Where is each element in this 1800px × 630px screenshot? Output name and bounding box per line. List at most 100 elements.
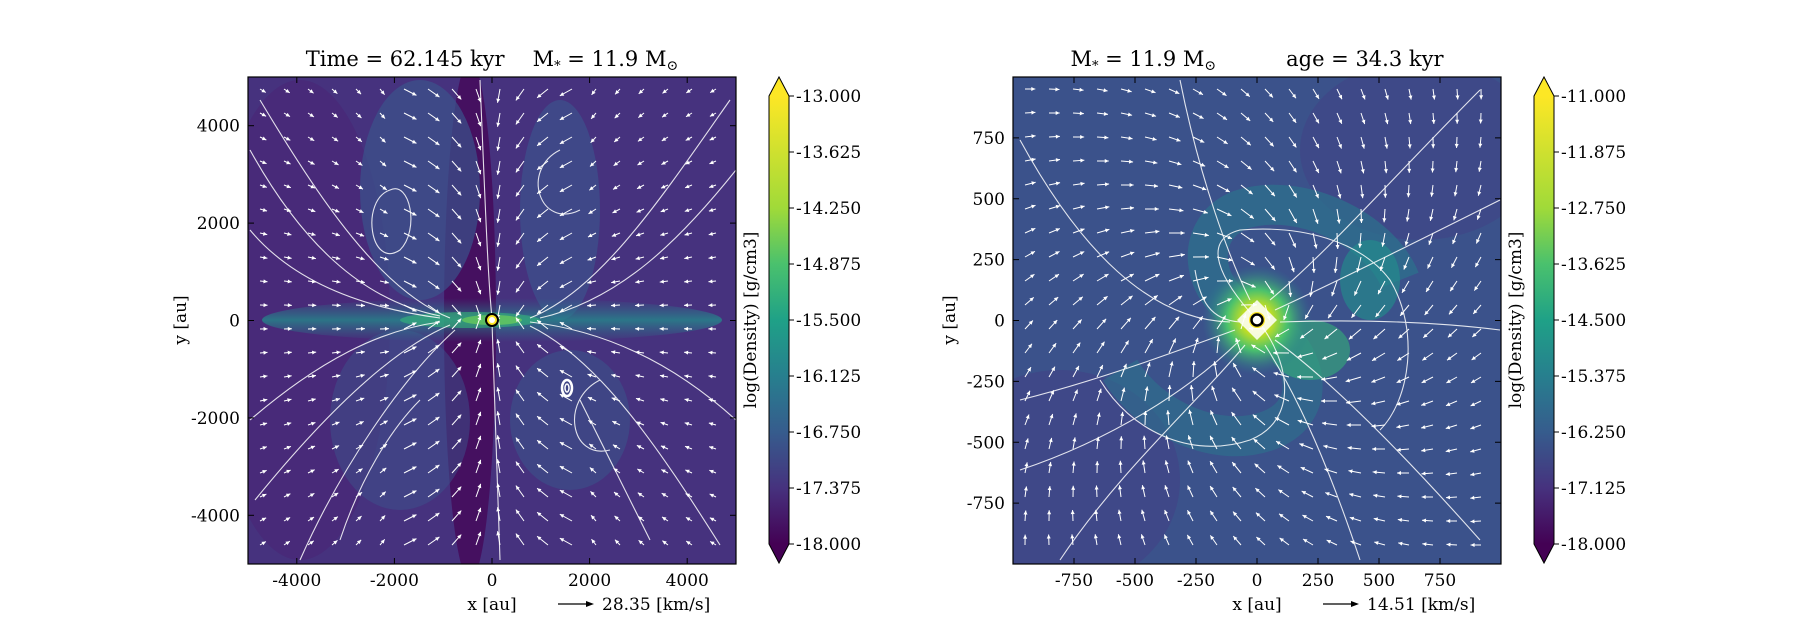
velocity-arrowhead [287,350,292,355]
velocity-arrowhead [1055,251,1060,256]
panel-right-colorbar-ticks: -11.000 -11.875 -12.750 -13.625 -14.500 -15.3… [1554,87,1626,555]
velocity-arrowhead [380,114,386,119]
velocity-arrowhead [360,303,365,308]
velocity-arrowhead [1275,333,1280,338]
velocity-arrowhead [1407,144,1412,149]
velocity-arrowhead [262,231,268,236]
velocity-arrowhead [1204,232,1209,237]
velocity-arrowhead [1451,263,1456,268]
velocity-arrowhead [310,469,315,474]
velocity-arrowhead [686,89,691,93]
velocity-arrowhead [357,516,362,521]
velocity-arrowhead [1155,252,1160,256]
velocity-arrowhead [1247,165,1252,170]
panel-left-streamlines [249,79,736,561]
velocity-arrowhead [382,444,388,449]
velocity-arrowhead [1187,510,1192,515]
velocity-arrowhead [380,539,385,544]
velocity-arrowhead [477,339,482,345]
velocity-arrowhead [637,492,643,497]
velocity-arrowhead [559,442,565,446]
velocity-arrowhead [661,493,667,497]
velocity-arrowhead [1477,191,1482,196]
velocity-arrowhead [515,263,520,269]
velocity-arrowhead [1445,425,1451,430]
velocity-arrowhead [261,493,267,498]
velocity-arrowhead [1104,182,1110,187]
velocity-arrowhead [1128,136,1133,141]
velocity-arrowhead [1216,337,1221,342]
velocity-arrowhead [380,515,386,520]
velocity-arrowhead [381,138,386,143]
velocity-arrowhead [1046,534,1051,539]
velocity-arrowhead [1141,460,1146,465]
velocity-arrowhead [1292,193,1297,198]
velocity-arrowhead [515,413,520,419]
velocity-arrowhead [1104,274,1109,278]
velocity-arrowhead [360,373,365,378]
velocity-arrowhead [263,279,268,284]
velocity-arrowhead [311,350,317,355]
velocity-arrowhead [515,485,520,491]
velocity-arrowhead [1178,185,1183,189]
velocity-arrowhead [684,422,690,426]
velocity-arrowhead [357,137,362,142]
velocity-arrowhead [662,516,667,521]
panel-right-colorbar-label: log(Density) [g/cm3] [1506,232,1526,409]
velocity-arrowhead [1396,424,1401,429]
velocity-arrowhead [477,531,482,537]
colorbar-tick-label: -16.750 [796,423,861,443]
velocity-arrowhead [708,231,714,236]
velocity-arrowhead [457,366,462,371]
velocity-arrowhead [709,493,715,498]
velocity-arrowhead [357,161,363,166]
velocity-arrowhead [1328,313,1332,319]
velocity-arrowhead [709,517,715,522]
velocity-arrowhead [334,445,340,450]
y-tick-label: 750 [973,129,1005,149]
velocity-arrowhead [261,517,267,522]
velocity-arrowhead [1403,265,1408,270]
velocity-arrowhead [356,89,362,95]
velocity-arrowhead [384,280,389,284]
velocity-arrowhead [1251,344,1256,349]
velocity-arrowhead [411,538,417,543]
colorbar-tick-label: -16.125 [796,367,861,387]
velocity-arrowhead [411,346,417,351]
velocity-arrowhead [287,326,292,331]
velocity-arrowhead [287,231,292,236]
y-tick-label: 0 [229,312,240,332]
velocity-arrowhead [435,165,440,170]
colorbar-tick-label: -13.000 [796,87,861,107]
velocity-arrowhead [660,208,666,213]
velocity-arrowhead [614,515,619,521]
velocity-arrowhead [1246,141,1251,146]
velocity-arrowhead [261,136,267,141]
velocity-arrowhead [1322,355,1327,360]
velocity-arrowhead [457,167,462,172]
velocity-arrowhead [1421,379,1427,383]
velocity-arrowhead [1373,493,1378,498]
velocity-arrowhead [262,184,267,188]
velocity-arrowhead [1141,485,1146,490]
velocity-arrowhead [1470,519,1475,524]
velocity-arrowhead [496,218,501,223]
velocity-arrowhead [360,256,365,261]
velocity-arrowhead [537,464,542,469]
velocity-arrowhead [1274,394,1279,399]
velocity-arrowhead [381,491,386,496]
velocity-arrowhead [381,467,387,472]
velocity-arrowhead [1358,243,1363,248]
velocity-arrowhead [287,303,292,308]
velocity-arrowhead [1290,267,1295,273]
velocity-arrowhead [1476,215,1481,220]
velocity-arrowhead [477,217,482,223]
velocity-arrowhead [1384,144,1389,149]
panel-right-vector-key: 14.51 [km/s] [1323,595,1475,615]
velocity-arrowhead [613,161,619,166]
velocity-arrowhead [515,191,520,197]
velocity-arrowhead [684,374,689,379]
velocity-arrowhead [477,241,482,247]
velocity-arrowhead [1450,286,1455,292]
